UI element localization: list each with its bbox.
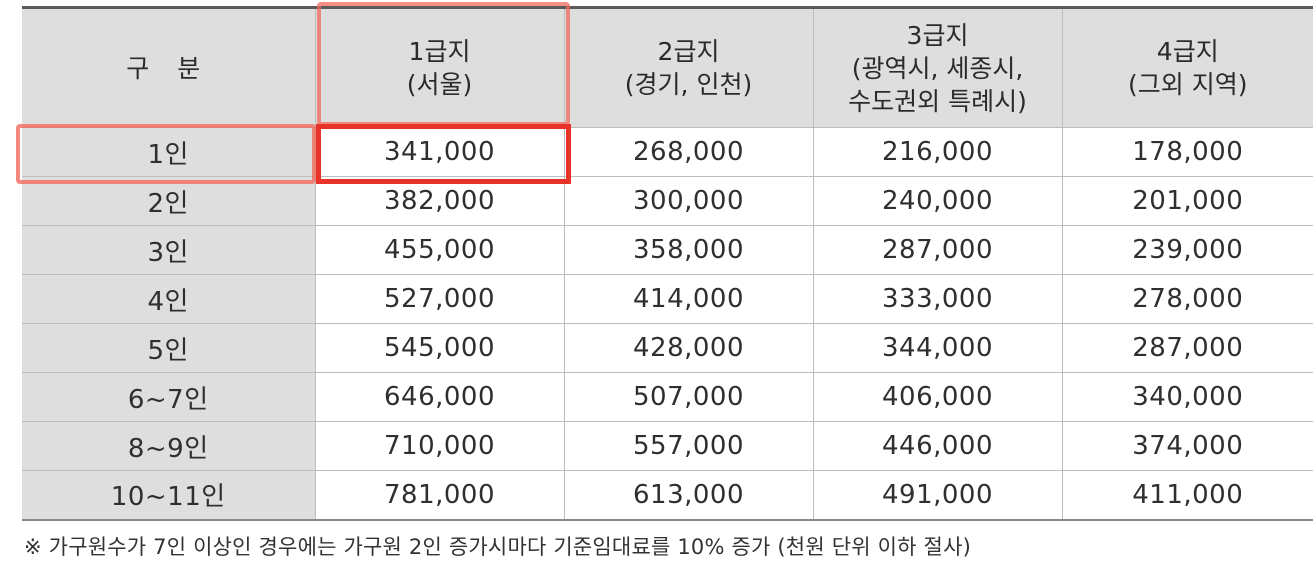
table-cell: 507,000 xyxy=(564,372,814,422)
table-cell: 382,000 xyxy=(315,176,565,226)
table-cell: 646,000 xyxy=(315,372,565,422)
table-cell: 406,000 xyxy=(813,372,1063,422)
table-cell: 216,000 xyxy=(813,127,1063,177)
table-cell: 781,000 xyxy=(315,470,565,521)
table-cell: 287,000 xyxy=(1062,323,1313,373)
footnote: ※ 가구원수가 7인 이상인 경우에는 가구원 2인 증가시마다 기준임대료를 … xyxy=(24,535,971,559)
row-label: 4인 xyxy=(22,274,316,324)
table-cell: 710,000 xyxy=(315,421,565,471)
table-cell: 411,000 xyxy=(1062,470,1313,521)
table-cell: 201,000 xyxy=(1062,176,1313,226)
table-cell: 374,000 xyxy=(1062,421,1313,471)
header-col-1-line1: 1급지 xyxy=(408,37,471,66)
row-label: 3인 xyxy=(22,225,316,275)
table-cell: 341,000 xyxy=(315,127,565,177)
table-row: 5인 545,000 428,000 344,000 287,000 xyxy=(22,323,1313,373)
table-cell: 414,000 xyxy=(564,274,814,324)
table-cell: 333,000 xyxy=(813,274,1063,324)
row-label: 8~9인 xyxy=(22,421,316,471)
table-cell: 240,000 xyxy=(813,176,1063,226)
table-cell: 178,000 xyxy=(1062,127,1313,177)
header-col-1: 1급지 (서울) xyxy=(315,7,565,128)
header-col-4: 4급지 (그외 지역) xyxy=(1062,7,1313,128)
header-col-3-line3: 수도권외 특례시) xyxy=(848,86,1027,116)
table-cell: 446,000 xyxy=(813,421,1063,471)
table-cell: 557,000 xyxy=(564,421,814,471)
table-cell: 287,000 xyxy=(813,225,1063,275)
row-label: 5인 xyxy=(22,323,316,373)
header-col-4-line2: (그외 지역) xyxy=(1128,70,1248,99)
header-col-3-line2: (광역시, 세종시, xyxy=(851,53,1024,83)
header-col-3: 3급지 (광역시, 세종시, 수도권외 특례시) xyxy=(813,7,1063,128)
table-cell: 239,000 xyxy=(1062,225,1313,275)
row-label: 6~7인 xyxy=(22,372,316,422)
row-label: 1인 xyxy=(22,127,316,177)
header-corner: 구 분 xyxy=(22,7,316,128)
table-row: 2인 382,000 300,000 240,000 201,000 xyxy=(22,176,1313,226)
table-cell: 300,000 xyxy=(564,176,814,226)
table-cell: 491,000 xyxy=(813,470,1063,521)
table-cell: 278,000 xyxy=(1062,274,1313,324)
header-col-2-line2: (경기, 인천) xyxy=(624,70,753,99)
table-cell: 428,000 xyxy=(564,323,814,373)
table-cell: 358,000 xyxy=(564,225,814,275)
table-cell: 268,000 xyxy=(564,127,814,177)
rent-table-container: 구 분 1급지 (서울) 2급지 (경기, 인천) 3급지 (광역시, 세종시,… xyxy=(22,6,1313,521)
header-col-1-line2: (서울) xyxy=(406,70,473,99)
table-row: 3인 455,000 358,000 287,000 239,000 xyxy=(22,225,1313,275)
table-row: 1인 341,000 268,000 216,000 178,000 xyxy=(22,127,1313,177)
table-cell: 455,000 xyxy=(315,225,565,275)
row-label: 2인 xyxy=(22,176,316,226)
table-row: 4인 527,000 414,000 333,000 278,000 xyxy=(22,274,1313,324)
header-row: 구 분 1급지 (서울) 2급지 (경기, 인천) 3급지 (광역시, 세종시,… xyxy=(22,7,1313,128)
header-col-4-line1: 4급지 xyxy=(1156,37,1219,66)
table-cell: 613,000 xyxy=(564,470,814,521)
table-row: 10~11인 781,000 613,000 491,000 411,000 xyxy=(22,470,1313,521)
rent-table: 구 분 1급지 (서울) 2급지 (경기, 인천) 3급지 (광역시, 세종시,… xyxy=(22,6,1313,521)
header-col-2-line1: 2급지 xyxy=(657,37,720,66)
header-col-3-line1: 3급지 xyxy=(906,20,969,50)
row-label: 10~11인 xyxy=(22,470,316,521)
table-cell: 545,000 xyxy=(315,323,565,373)
table-row: 6~7인 646,000 507,000 406,000 340,000 xyxy=(22,372,1313,422)
table-cell: 340,000 xyxy=(1062,372,1313,422)
table-cell: 527,000 xyxy=(315,274,565,324)
table-cell: 344,000 xyxy=(813,323,1063,373)
table-row: 8~9인 710,000 557,000 446,000 374,000 xyxy=(22,421,1313,471)
header-col-2: 2급지 (경기, 인천) xyxy=(564,7,814,128)
